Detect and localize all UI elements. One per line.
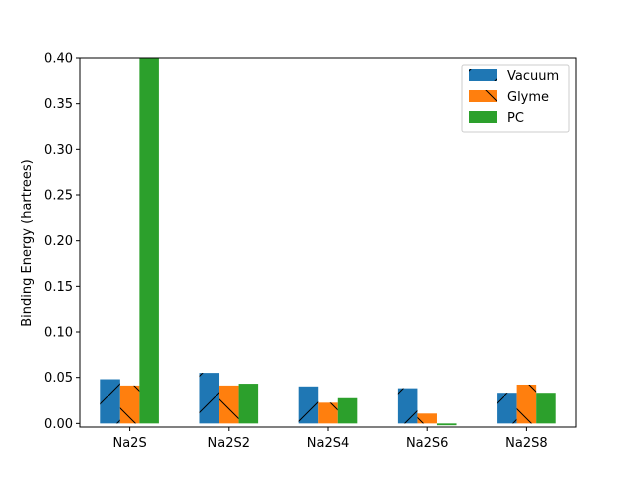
y-tick-label: 0.30 <box>44 143 73 158</box>
bar-pc-na2s6 <box>436 423 457 426</box>
bar-vacuum-na2s-hatch <box>100 379 120 424</box>
y-tick-label: 0.05 <box>44 371 73 386</box>
bar-glyme-na2s-hatch <box>119 385 140 424</box>
y-axis-label: Binding Energy (hartrees) <box>20 159 35 327</box>
y-axis: 0.00 0.05 0.10 0.15 0.20 0.25 0.30 0.35 0.40 <box>44 52 80 432</box>
bar-vacuum-na2s4-hatch <box>298 386 319 424</box>
x-tick-label: Na2S2 <box>208 436 251 451</box>
y-tick-label: 0.40 <box>44 52 73 67</box>
legend-label-pc: PC <box>507 111 524 126</box>
legend-swatch-pc <box>469 111 497 123</box>
x-axis: Na2S Na2S2 Na2S4 Na2S6 Na2S8 <box>112 427 548 451</box>
y-tick-label: 0.00 <box>44 417 73 432</box>
y-tick-label: 0.25 <box>44 189 73 204</box>
bar-glyme-na2s6-hatch <box>417 413 437 424</box>
legend-label-glyme: Glyme <box>507 90 549 105</box>
x-tick-label: Na2S <box>112 436 146 451</box>
bar-vacuum-na2s6-hatch <box>397 388 418 424</box>
x-tick-label: Na2S4 <box>307 436 350 451</box>
bar-pc-na2s4 <box>337 397 358 424</box>
bar-pc-na2s8 <box>536 393 556 424</box>
y-tick-label: 0.20 <box>44 234 73 249</box>
y-tick-label: 0.10 <box>44 326 73 341</box>
y-tick-label: 0.15 <box>44 280 73 295</box>
bar-glyme-na2s2-hatch <box>219 385 239 424</box>
legend: Vacuum Glyme PC <box>461 64 570 133</box>
bar-pc-na2s2 <box>238 384 259 424</box>
bar-glyme-na2s4-hatch <box>318 402 338 424</box>
legend-swatch-vacuum-hatch <box>469 69 497 81</box>
y-tick-label: 0.35 <box>44 97 73 112</box>
bar-pc-na2s <box>139 58 159 424</box>
legend-label-vacuum: Vacuum <box>507 69 559 84</box>
bar-vacuum-na2s2-hatch <box>199 373 220 424</box>
x-tick-label: Na2S8 <box>505 436 548 451</box>
bar-vacuum-na2s8-hatch <box>497 393 517 424</box>
legend-swatch-glyme-hatch <box>469 90 497 102</box>
bar-glyme-na2s8-hatch <box>516 384 537 424</box>
x-tick-label: Na2S6 <box>406 436 449 451</box>
bars-group <box>100 58 556 426</box>
